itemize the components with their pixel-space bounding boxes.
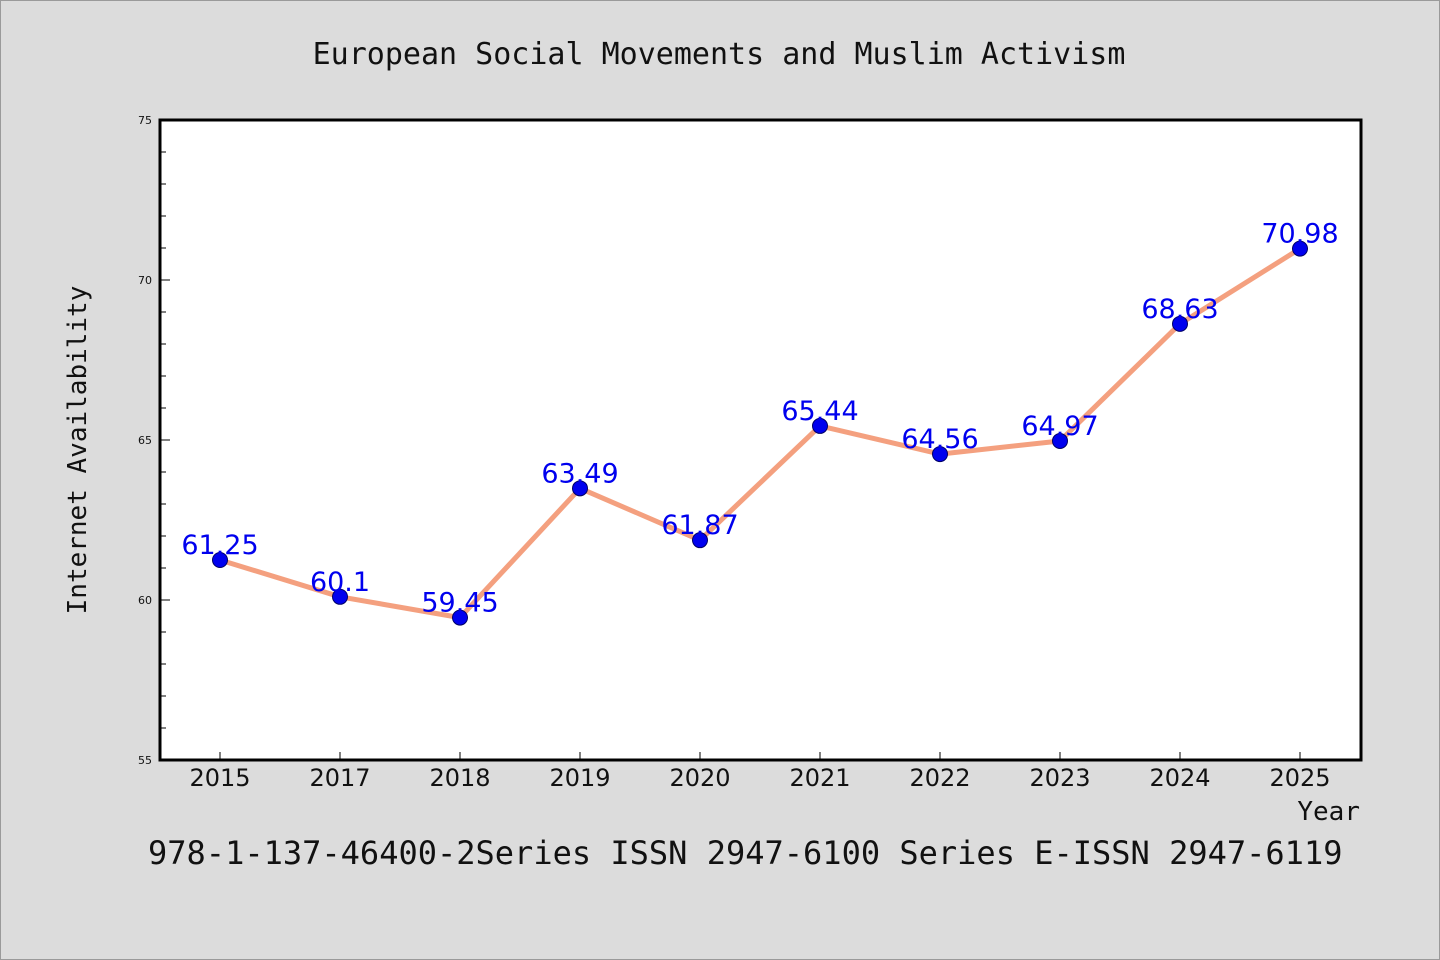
y-tick-label: 70 (138, 274, 152, 287)
x-tick-label: 2020 (669, 764, 730, 792)
x-tick-label: 2024 (1149, 764, 1210, 792)
x-tick-label: 2021 (789, 764, 850, 792)
data-label: 68.63 (1141, 294, 1218, 325)
data-label: 60.1 (310, 567, 370, 598)
x-tick-label: 2023 (1029, 764, 1090, 792)
y-tick-label: 75 (138, 114, 152, 127)
data-point-marker (452, 609, 468, 626)
y-tick-label: 55 (138, 754, 152, 767)
data-label: 64.97 (1021, 411, 1098, 442)
series-line (217, 246, 1303, 621)
data-label: 63.49 (541, 458, 618, 489)
x-axis-label: Year (1297, 797, 1360, 827)
data-label: 61.25 (181, 530, 258, 561)
x-tick-label: 2025 (1269, 764, 1330, 792)
data-point-marker (572, 480, 588, 497)
data-series (212, 240, 1308, 626)
y-axis-label: Internet Availability (63, 286, 93, 615)
chart-title: European Social Movements and Muslim Act… (313, 37, 1126, 72)
data-point-marker (332, 588, 348, 605)
data-label: 65.44 (781, 396, 858, 427)
data-label: 61.87 (661, 510, 738, 541)
plot-area (158, 118, 1363, 762)
x-tick-label: 2022 (909, 764, 970, 792)
data-point-marker (1052, 432, 1068, 449)
y-tick-label: 60 (138, 594, 152, 607)
y-tick-label: 65 (138, 434, 152, 447)
data-point-marker (1292, 240, 1308, 257)
data-point-marker (812, 417, 828, 434)
data-labels: 61.25 60.1 59.45 63.49 61.87 65.44 64.56 64.97 6… (181, 219, 1338, 619)
x-tick-label: 2017 (309, 764, 370, 792)
x-tick-label: 2015 (189, 764, 250, 792)
data-point-marker (1172, 315, 1188, 332)
x-tick-label: 2019 (549, 764, 610, 792)
data-point-marker (212, 552, 228, 568)
data-label: 59.45 (421, 588, 498, 619)
y-axis-ticks: 55 60 65 70 75 (138, 114, 170, 767)
x-tick-label: 2018 (429, 764, 490, 792)
isbn-issn-note: 978-1-137-46400-2Series ISSN 2947-6100 S… (148, 834, 1342, 872)
data-label: 64.56 (901, 424, 978, 455)
x-axis-ticks: 2015 2017 2018 2019 2020 2021 2022 2023 2024 2025 (189, 752, 1331, 792)
data-point-marker (692, 532, 708, 549)
data-point-marker (932, 446, 948, 463)
data-label: 70.98 (1261, 219, 1338, 250)
